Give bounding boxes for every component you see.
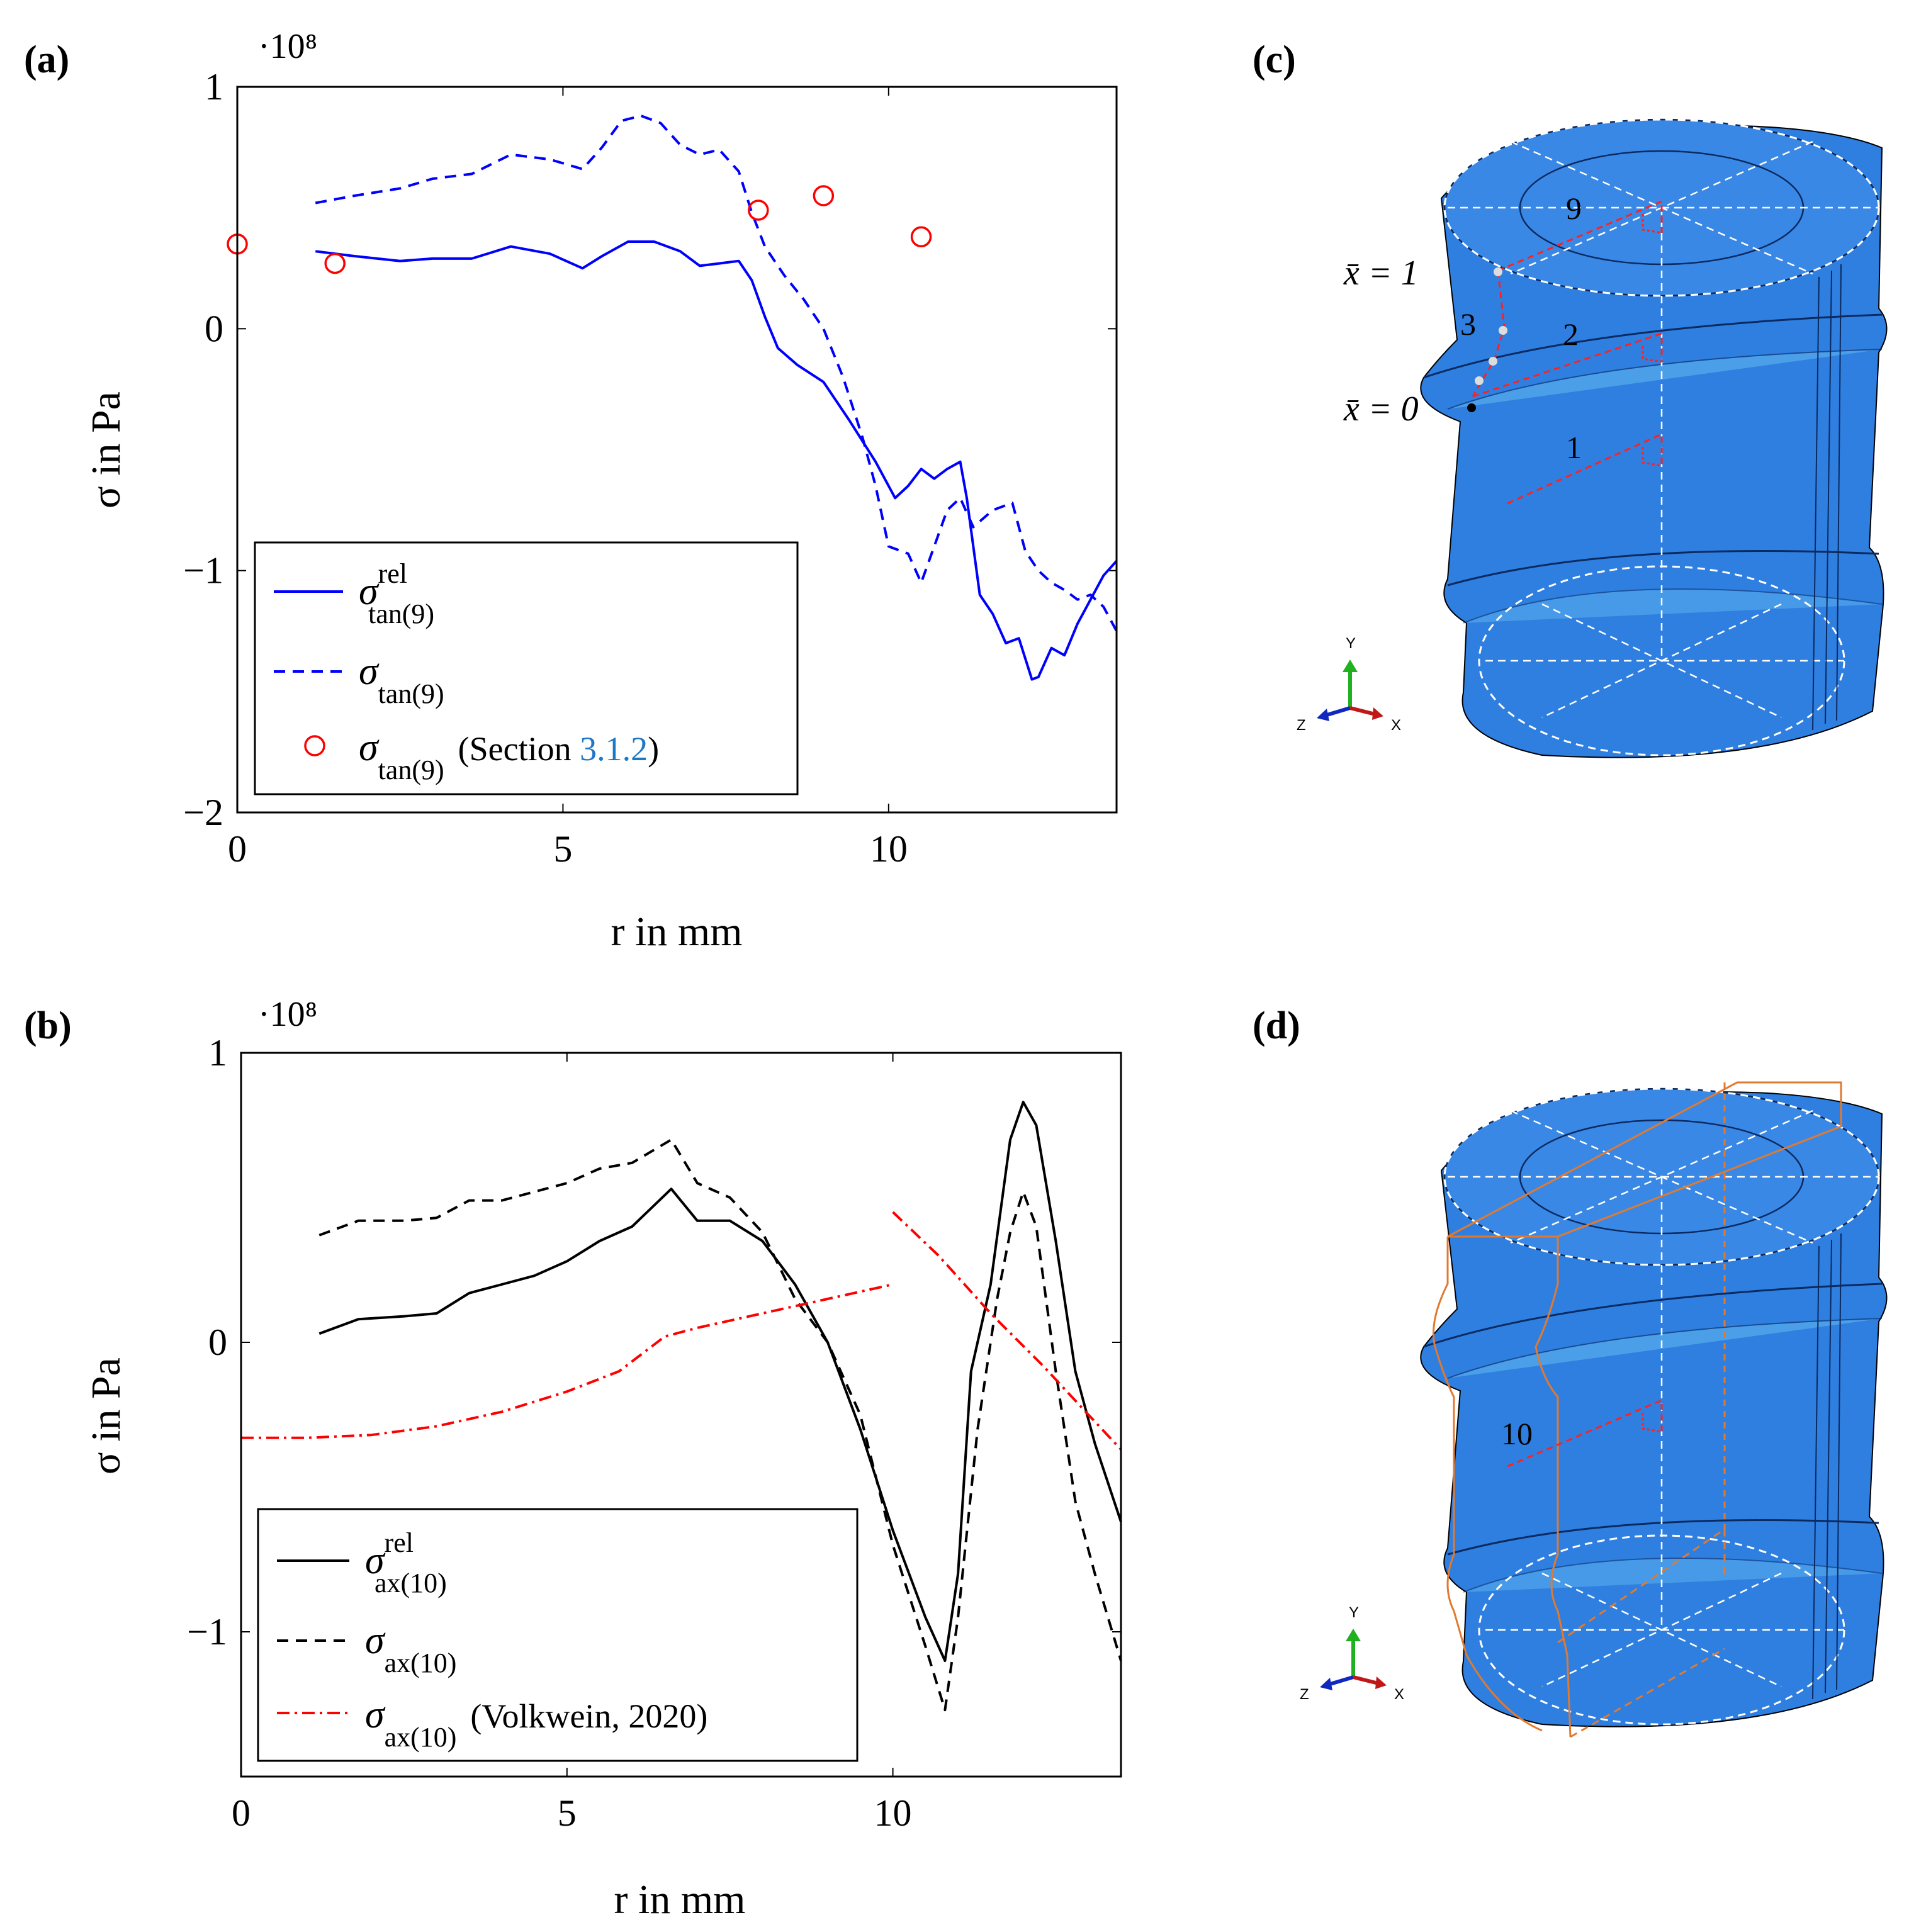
model-c-triad-z-arrow <box>1324 706 1351 717</box>
chart-b-legend: σrel ax(10) σax(10) σax(10)(Volkwein, 202… <box>257 1508 859 1762</box>
chart-a-legend-label-ref: σtan(9)(Section 3.1.2) <box>359 726 659 785</box>
chart-a-legend: σrel tan(9) σtan(9) σtan(9)(Section 3.1.2… <box>254 541 799 795</box>
model-d-orange-section <box>1433 1081 1842 1738</box>
model-c-groove-lower-highlight <box>1463 588 1883 624</box>
model-c-groove-lower <box>1447 550 1879 587</box>
chart-b-legend-label-rel: σrel ax(10) <box>365 1527 447 1598</box>
model-d-label-10: 10 <box>1501 1416 1533 1451</box>
model-c-triad-x-label: X <box>1391 717 1401 734</box>
chart-b-ytick-label: 1 <box>208 1032 227 1074</box>
chart-a-ytick-label: −1 <box>183 550 223 592</box>
chart-a-series-1-line <box>315 115 1118 632</box>
chart-b-xlabel: r in mm <box>614 1877 746 1923</box>
model-c-label-1: 1 <box>1566 430 1582 465</box>
chart-a-ytick-label: −2 <box>183 792 223 833</box>
chart-b-xtick-label: 0 <box>232 1792 251 1834</box>
model-c-axis-triad: Y Z X <box>1297 635 1401 734</box>
model-c-red-paths <box>1472 199 1663 505</box>
chart-b-ytick-label: 0 <box>208 1322 227 1363</box>
chart-b-ytick-label: −1 <box>187 1611 227 1653</box>
model-d-red-path <box>1507 1398 1663 1468</box>
chart-a-legend-label-rel: σrel tan(9) <box>359 558 434 629</box>
model-d-construction-lines <box>1448 1109 1879 1688</box>
chart-a-series-0-line <box>315 240 1118 681</box>
model-c-triad-y-head <box>1343 660 1358 672</box>
model-c-triad-z-label: Z <box>1297 717 1306 734</box>
model-c-triad-x-head <box>1372 707 1383 720</box>
model-c-triad-x-arrow <box>1349 706 1376 716</box>
model-c-label-2: 2 <box>1563 317 1579 352</box>
chart-a-frame <box>236 86 1118 814</box>
model-d-groove-lower <box>1447 1519 1879 1556</box>
chart-b-legend-box <box>257 1508 859 1762</box>
model-d-triad-x-head <box>1375 1676 1387 1689</box>
chart-a-xtick-label: 5 <box>553 828 572 870</box>
chart-a-ylabel: σ in Pa <box>83 391 129 508</box>
chart-a-legend-swatch-marker <box>304 735 325 756</box>
panel-label-b: (b) <box>24 1004 72 1047</box>
chart-b-xtick-label: 10 <box>874 1792 912 1834</box>
chart-b-legend-label-ref: σax(10)(Volkwein, 2020) <box>365 1693 707 1753</box>
model-d-axis-triad: Y Z X <box>1300 1604 1404 1703</box>
model-c-triad-z-head <box>1317 709 1329 721</box>
model-c-label-3: 3 <box>1460 306 1476 342</box>
chart-b-exponent: ·10⁸ <box>258 995 317 1034</box>
chart-a-legend-label-abs: σtan(9) <box>359 650 444 709</box>
model-c-groove-upper <box>1423 313 1883 379</box>
chart-b-xtick-label: 5 <box>558 1792 577 1834</box>
model-c-edge-lines <box>1812 264 1842 731</box>
chart-b-series-group <box>241 1101 1122 1712</box>
chart-b-legend-label-abs: σax(10) <box>365 1619 456 1678</box>
chart-a-series-2-point <box>813 185 835 206</box>
chart-a-series-2-point <box>910 226 932 248</box>
chart-b-frame <box>240 1052 1122 1778</box>
model-c-groove-upper-highlight <box>1447 349 1883 410</box>
model-d-triad-z-head <box>1320 1678 1332 1690</box>
model-d-groove-lower-highlight <box>1463 1558 1883 1593</box>
model-c-label-xbar0: x̄ = 0 <box>1343 390 1419 429</box>
panel-label-a: (a) <box>24 38 69 81</box>
panel-label-d: (d) <box>1253 1004 1300 1047</box>
model-d-groove-upper <box>1423 1283 1883 1348</box>
model-d-groove-upper-highlight <box>1447 1318 1883 1379</box>
model-d-triad-x-label: X <box>1394 1686 1404 1703</box>
chart-a-exponent: ·10⁸ <box>258 27 317 66</box>
model-c-path-points <box>1467 267 1507 412</box>
chart-a-xtick-label: 10 <box>870 828 908 870</box>
model-c-triad-y-label: Y <box>1346 635 1356 652</box>
chart-a-xlabel: r in mm <box>611 909 743 955</box>
chart-b-series-0-line <box>318 1101 1122 1662</box>
chart-a-legend-box <box>254 541 799 795</box>
chart-a-series-2-point <box>324 252 346 274</box>
model-c: 9 3 2 1 x̄ = 1 x̄ = 0 Y Z X <box>1297 118 1888 758</box>
model-d-triad-z-label: Z <box>1300 1686 1309 1703</box>
model-d-edge-lines <box>1812 1233 1842 1700</box>
chart-a-xtick-label: 0 <box>228 828 247 870</box>
chart-b-series-1-line <box>318 1138 1122 1712</box>
model-d: 10 Y Z X <box>1300 1081 1888 1738</box>
model-d-triad-y-head <box>1346 1629 1361 1641</box>
chart-b-series-2-line <box>241 1211 1122 1451</box>
model-c-label-xbar1: x̄ = 1 <box>1343 254 1419 293</box>
model-d-triad-z-arrow <box>1327 1675 1354 1687</box>
model-d-triad-y-label: Y <box>1349 1604 1359 1621</box>
chart-a-ytick-label: 1 <box>205 66 223 108</box>
chart-a-series-2-point <box>748 199 769 221</box>
chart-b-ylabel: σ in Pa <box>83 1357 129 1474</box>
model-c-label-9: 9 <box>1566 191 1582 226</box>
model-d-triad-x-arrow <box>1353 1675 1379 1685</box>
panel-label-c: (c) <box>1253 38 1296 81</box>
chart-a-ytick-label: 0 <box>205 308 223 349</box>
